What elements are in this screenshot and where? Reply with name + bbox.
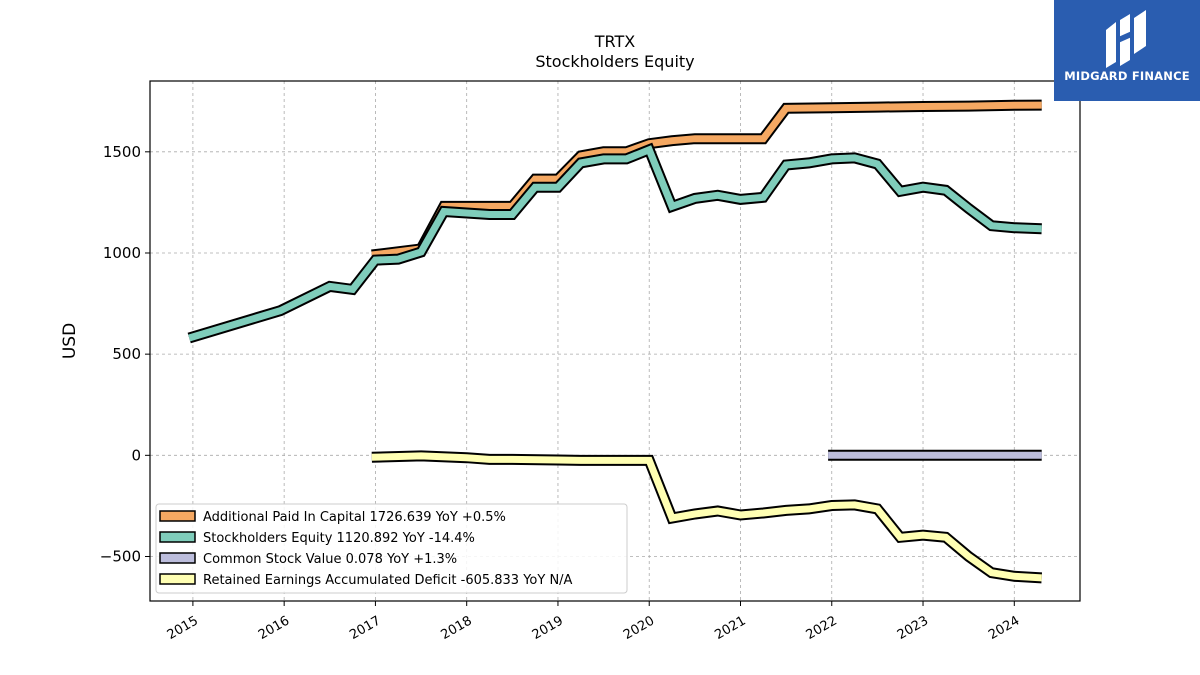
x-tick-label: 2016 [256,613,292,643]
legend-entry: Retained Earnings Accumulated Deficit -6… [203,573,573,588]
x-tick-label: 2019 [530,613,566,643]
legend-swatch [159,573,196,585]
y-axis-label: USD [60,323,80,359]
legend-swatch [159,531,196,543]
x-tick-label: 2017 [347,613,383,643]
x-tick-label: 2023 [895,613,931,643]
series-line [371,452,1042,582]
y-axis: −500 0 500 1000 1500 [100,143,150,565]
brand-logo: MIDGARD FINANCE [1054,0,1200,101]
x-axis: 2015 2016 2017 2018 2019 2020 2021 2022 2023 2024 [165,601,1022,643]
legend: Additional Paid In Capital 1726.639 YoY … [155,503,628,594]
series-outline [371,99,1042,261]
y-tick-label: 0 [131,446,141,464]
legend-entry: Additional Paid In Capital 1726.639 YoY … [203,510,506,525]
y-tick-label: 1500 [103,143,141,161]
series-layer [187,99,1043,584]
series-line [188,145,1042,342]
y-tick-label: 500 [112,345,141,363]
plot-frame [149,80,1081,602]
legend-swatch [159,552,196,564]
x-tick-label: 2022 [804,613,840,643]
series-outline [187,142,1042,344]
y-tick-label: −500 [100,547,141,565]
legend-entry: Stockholders Equity 1120.892 YoY -14.4% [203,531,475,546]
legend-entry: Common Stock Value 0.078 YoY +1.3% [203,552,457,567]
x-tick-label: 2018 [439,613,475,643]
legend-swatch [159,510,196,522]
x-tick-label: 2015 [165,613,201,643]
chart-subtitle: Stockholders Equity [535,52,694,71]
y-tick-label: 1000 [103,244,141,262]
legend-box [155,503,628,594]
brand-name: MIDGARD FINANCE [1064,69,1190,83]
chart-title: TRTX [594,32,636,51]
series-line [371,101,1042,259]
x-tick-label: 2024 [986,613,1022,643]
midgard-logo-icon [1106,10,1146,68]
x-tick-label: 2021 [712,613,748,643]
x-tick-label: 2020 [621,613,657,643]
